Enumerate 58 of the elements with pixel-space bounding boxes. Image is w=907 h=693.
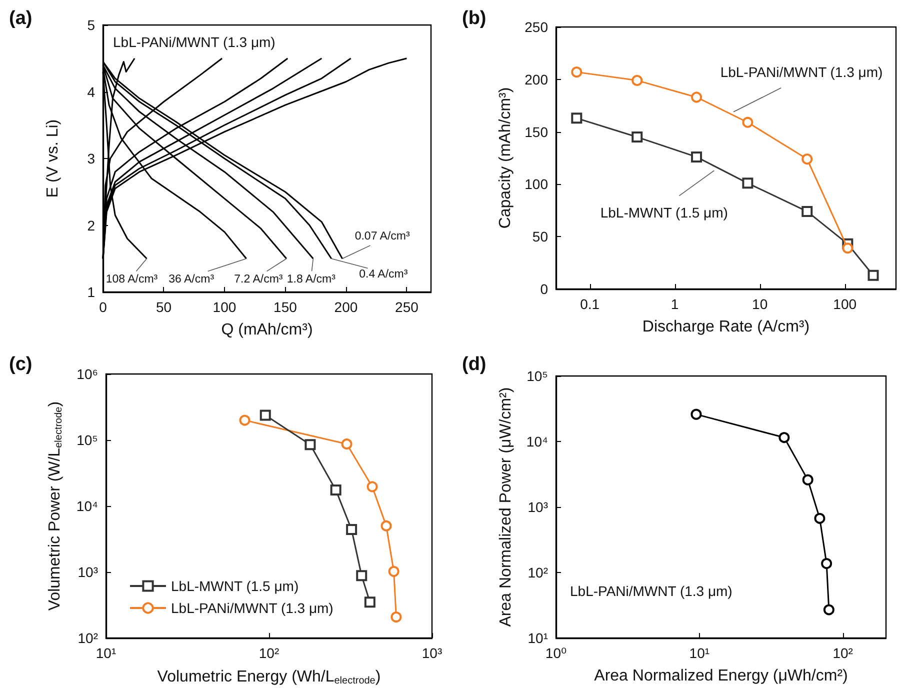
x-axis-title: Discharge Rate (A/cm³)	[642, 318, 810, 336]
y-tick-label: 100	[524, 176, 548, 192]
y-tick-label: 10¹	[528, 630, 548, 646]
x-axis-title: Q (mAh/cm³)	[221, 322, 313, 338]
y-axis-title: Area Normalized Power (μW/cm²)	[498, 387, 514, 627]
y-tick-label: 4	[87, 84, 96, 100]
annotation: 0.4 A/cm³	[359, 268, 408, 281]
y-tick-label: 10⁴	[76, 498, 98, 514]
annotation: 36 A/cm³	[168, 274, 214, 286]
y-tick-label: 5	[87, 17, 96, 33]
y-axis-title: E (V vs. Li)	[44, 119, 62, 198]
y-tick-label: 10⁵	[526, 368, 548, 384]
y-tick-label: 10²	[78, 630, 98, 646]
annotation: 7.2 A/cm³	[234, 274, 283, 286]
legend-label: LbL-PANi/MWNT (1.3 μm)	[171, 600, 334, 616]
x-tick-label: 10²	[832, 645, 854, 661]
x-tick-label: 50	[156, 299, 172, 315]
annotation: LbL-PANi/MWNT (1.3 μm)	[720, 64, 883, 80]
x-tick-label: 10³	[422, 645, 442, 661]
x-tick-label: 200	[334, 299, 358, 315]
y-tick-label: 250	[524, 19, 548, 35]
annotation: 0.07 A/cm³	[354, 230, 410, 243]
y-tick-label: 10⁶	[76, 366, 98, 382]
x-axis-title: Area Normalized Energy (μWh/cm²)	[594, 668, 848, 684]
annotation: 1.8 A/cm³	[286, 274, 336, 286]
y-tick-label: 150	[524, 124, 548, 140]
annotation: LbL-MWNT (1.5 μm)	[600, 204, 728, 221]
y-tick-label: 10⁴	[526, 434, 548, 450]
x-tick-label: 250	[395, 299, 419, 315]
x-tick-label: 10¹	[689, 645, 710, 661]
x-tick-label: 10	[752, 296, 768, 312]
annotation: LbL-PANi/MWNT (1.3 μm)	[113, 34, 276, 50]
y-tick-label: 10⁵	[76, 432, 98, 448]
y-tick-label: 0	[540, 281, 548, 297]
x-tick-label: 150	[274, 299, 298, 315]
chart-title: (a)	[9, 8, 32, 29]
y-axis-title: Capacity (mAh/cm³)	[497, 87, 514, 229]
annotation: LbL-PANi/MWNT (1.3 μm)	[570, 583, 732, 599]
chart-title: (d)	[462, 354, 486, 375]
y-tick-label: 3	[87, 150, 96, 166]
chart-title: (c)	[9, 354, 32, 375]
x-tick-label: 0.1	[580, 296, 600, 312]
x-tick-label: 10²	[258, 645, 280, 661]
y-tick-label: 10³	[528, 499, 548, 515]
y-axis-title: Volumetric Power (W/Lelectrode)	[46, 401, 64, 611]
x-tick-label: 100	[833, 296, 857, 312]
annotation: 108 A/cm³	[106, 274, 158, 286]
y-tick-label: 1	[87, 284, 96, 300]
y-tick-label: 50	[532, 228, 548, 245]
legend-label: LbL-MWNT (1.5 μm)	[171, 578, 299, 594]
y-tick-label: 200	[524, 71, 548, 88]
y-tick-label: 2	[87, 217, 96, 234]
chart-title: (b)	[462, 8, 486, 29]
x-tick-label: 100	[212, 299, 236, 315]
y-tick-label: 10²	[528, 564, 548, 580]
y-tick-label: 10³	[78, 564, 98, 580]
x-tick-label: 10⁰	[545, 645, 567, 661]
x-tick-label: 1	[670, 296, 679, 312]
